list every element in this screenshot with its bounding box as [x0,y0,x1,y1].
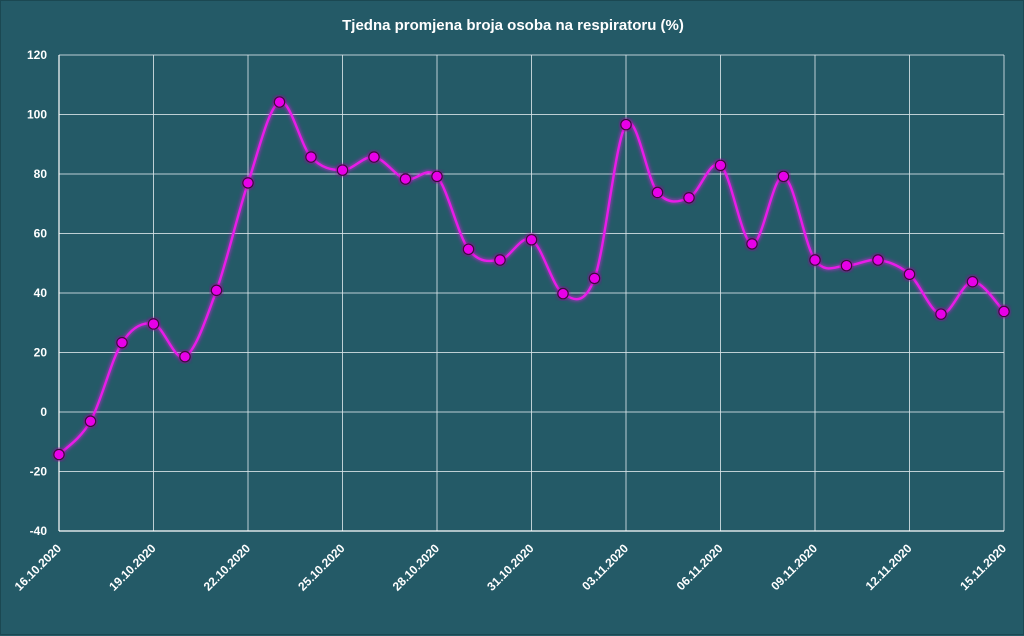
data-point [777,170,790,183]
x-tick-label: 25.10.2020 [295,541,348,594]
data-point [903,268,916,281]
data-point [84,415,97,428]
data-point [809,254,821,266]
y-tick-label: 20 [34,346,48,360]
y-tick-label: 60 [34,227,48,241]
x-tick-label: 22.10.2020 [201,541,254,594]
data-point [588,272,601,285]
y-tick-label: 100 [27,108,47,122]
data-point [462,243,475,256]
data-point [651,186,664,199]
x-tick-label: 12.11.2020 [863,541,915,593]
data-point [305,151,317,163]
data-point [147,318,160,330]
data-points [53,96,1010,461]
data-point [399,173,412,185]
data-point [116,336,128,349]
y-tick-label: 120 [27,48,47,62]
data-point [872,254,884,266]
x-tick-label: 15.11.2020 [957,541,1009,593]
gridlines [58,54,1005,532]
data-point [525,233,538,246]
data-point [620,118,632,131]
x-tick-label: 28.10.2020 [390,541,443,594]
data-point [683,192,695,204]
data-point [998,305,1010,318]
data-point [368,151,380,163]
data-point [53,448,65,461]
x-tick-label: 06.11.2020 [674,541,726,593]
data-point [273,96,286,108]
data-point [494,254,506,266]
data-point [935,308,947,320]
x-tick-label: 03.11.2020 [579,541,631,593]
data-point [210,284,223,297]
x-tick-label: 19.10.2020 [106,541,159,594]
data-point [336,164,349,176]
x-axis-ticks: 16.10.2020 19.10.2020 22.10.2020 25.10.2020… [12,541,1010,594]
y-axis-ticks: -40 -20 0 20 40 60 80 100 120 [27,48,47,538]
x-tick-label: 16.10.2020 [12,541,65,594]
data-point [242,177,254,189]
x-tick-label: 31.10.2020 [484,541,537,594]
chart-title: Tjedna promjena broja osoba na respirato… [342,17,684,34]
data-point [557,287,569,300]
data-point [431,170,443,183]
data-point [714,159,727,172]
y-tick-label: 80 [34,167,48,181]
y-tick-label: 40 [34,286,48,300]
y-tick-label: -20 [30,465,48,479]
y-tick-label: 0 [40,405,47,419]
data-point [746,238,758,250]
y-tick-label: -40 [30,524,48,538]
data-point [840,259,853,272]
data-point [966,275,979,288]
x-tick-label: 09.11.2020 [768,541,820,593]
data-point [179,350,191,363]
